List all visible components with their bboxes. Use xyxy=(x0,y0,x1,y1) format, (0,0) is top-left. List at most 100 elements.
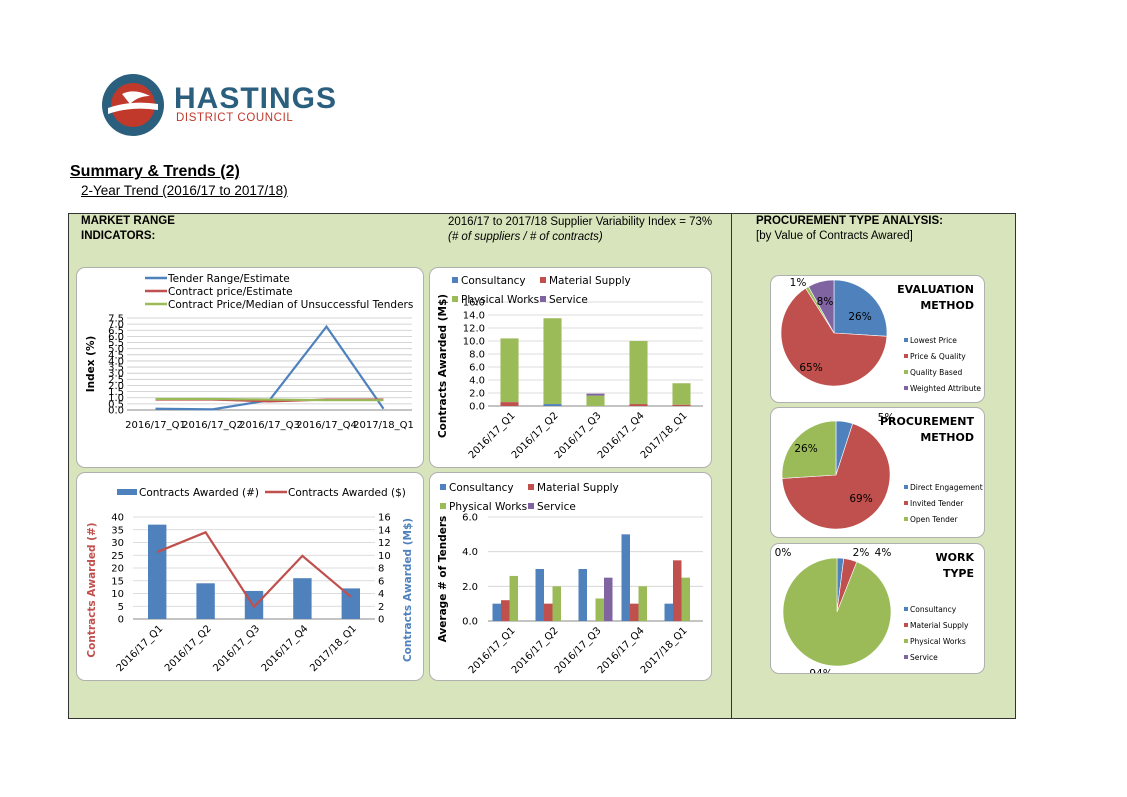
legend-label: Consultancy xyxy=(910,605,957,614)
y-tick-label-right: 8 xyxy=(378,564,384,575)
legend-swatch-material-supply xyxy=(528,484,534,490)
market-range-card: 0.0 0.5 1.0 1.5 2.0 2.5 3.0 3.5 4.0 4.5 5.0 5.5 6.0 6… xyxy=(76,267,424,468)
y-tick-label-right: 12 xyxy=(378,538,391,549)
legend-label: Direct Engagement xyxy=(910,483,983,492)
legend-swatch-consultancy xyxy=(440,484,446,490)
x-tick-label: 2016/17_Q1 xyxy=(115,623,166,674)
procurement-method-card: 5% Direct Engagement 69% Invited Tender 26% O… xyxy=(770,407,985,538)
y-tick-label: 16.0 xyxy=(463,298,485,309)
pie-slice-open-tender xyxy=(781,420,837,479)
bar-consultancy xyxy=(492,603,501,621)
pie-label: 4% xyxy=(875,547,892,559)
y-tick-label: 0.0 xyxy=(108,406,124,417)
y-tick-label: 0.5 xyxy=(108,399,124,410)
y-tick-label: 7.5 xyxy=(108,314,124,325)
legend-label: Consultancy xyxy=(449,482,514,494)
legend-swatch-physical-works xyxy=(452,296,458,302)
pie-label: 1% xyxy=(790,277,807,289)
bar-material-supply xyxy=(629,404,648,406)
legend-swatch-weighted-attribute xyxy=(904,386,908,390)
legend-swatch-service xyxy=(528,503,534,509)
bar-consultancy xyxy=(578,569,587,621)
hastings-logo xyxy=(102,74,164,136)
market-range-header: MARKET RANGE INDICATORS: xyxy=(81,215,175,242)
pie-title: TYPE xyxy=(943,567,974,580)
x-tick-label: 2016/17_Q2 xyxy=(163,623,214,674)
y-tick-label-left: 0 xyxy=(118,615,124,626)
pie-title: WORK xyxy=(936,551,975,564)
bar-consultancy xyxy=(535,569,544,621)
x-tick-label: 2017/18_Q1 xyxy=(639,625,690,676)
y-tick-label-right: 14 xyxy=(378,525,391,536)
y-tick-label: 14.0 xyxy=(463,311,485,322)
legend-label: Quality Based xyxy=(910,368,962,377)
y-tick-label-left: 30 xyxy=(111,538,124,549)
bar-consultancy xyxy=(621,534,630,621)
bar-material-supply xyxy=(501,600,510,621)
legend-label: Service xyxy=(549,294,588,306)
average-tenders-card: 0.0 2.0 4.0 6.0 Average # of Tenders 2016/17_… xyxy=(429,472,712,681)
series-line-contracts-value xyxy=(156,530,352,609)
legend-label: Material Supply xyxy=(549,275,631,287)
pie-label: 94% xyxy=(809,668,832,673)
legend-label: Consultancy xyxy=(461,275,526,287)
bar-contracts-count xyxy=(293,578,312,619)
legend-label: Physical Works xyxy=(461,294,539,306)
evaluation-method-card: 26% Lowest Price 65% Price & Quality 1% Quali… xyxy=(770,275,985,403)
market-range-line2: INDICATORS: xyxy=(81,230,156,242)
y-tick-label-left: 10 xyxy=(111,589,124,600)
bar-material-supply xyxy=(500,402,519,406)
bar-contracts-count xyxy=(148,524,167,619)
bar-physical-works xyxy=(509,575,518,621)
y-tick-label: 4.5 xyxy=(108,350,124,361)
y-tick-label-left: 5 xyxy=(118,602,124,613)
legend-swatch-invited-tender xyxy=(904,501,908,505)
y-tick-label-right: 4 xyxy=(378,589,384,600)
procurement-line2: [by Value of Contracts Awared] xyxy=(756,230,913,242)
variability-line2: (# of suppliers / # of contracts) xyxy=(448,231,603,243)
legend-label: Contracts Awarded (#) xyxy=(139,487,259,499)
bar-physical-works xyxy=(595,598,604,621)
legend-swatch-open-tender xyxy=(904,517,908,521)
legend-swatch-consultancy xyxy=(452,277,458,283)
bar-material-supply xyxy=(672,404,691,406)
legend-label: Service xyxy=(910,653,938,662)
y-axis-label: Average # of Tenders xyxy=(437,516,449,643)
bar-physical-works xyxy=(543,318,562,405)
y-tick-label-right: 10 xyxy=(378,551,391,562)
legend-label: Contract price/Estimate xyxy=(168,286,293,298)
y-tick-label: 1.5 xyxy=(108,387,124,398)
pie-slice-price-quality xyxy=(780,287,888,387)
pie-slice-physical-works xyxy=(782,557,892,667)
y-tick-label: 3.0 xyxy=(108,369,124,380)
evaluation-method-chart: 26% Lowest Price 65% Price & Quality 1% Quali… xyxy=(780,277,981,393)
pie-label: 0% xyxy=(775,547,792,559)
legend-swatch-lowest-price xyxy=(904,338,908,342)
bar-physical-works xyxy=(672,383,691,405)
y-tick-label-left: 20 xyxy=(111,564,124,575)
bar-service xyxy=(586,393,605,396)
x-tick-label: 2016/17_Q4 xyxy=(296,420,357,431)
pie-label: 2% xyxy=(853,547,870,559)
legend-label: Physical Works xyxy=(449,501,527,513)
logo-name: HASTINGS xyxy=(174,82,338,115)
y-tick-label: 0.0 xyxy=(462,617,478,628)
bar-contracts-count xyxy=(341,588,360,619)
bar-physical-works xyxy=(500,338,519,403)
y-tick-label: 4.0 xyxy=(469,376,485,387)
pie-title: PROCUREMENT xyxy=(880,415,975,428)
bar-service xyxy=(604,577,613,621)
series-line-contract-price-median-of-unsuccessful-tenders xyxy=(155,397,384,402)
pie-slice-weighted-attribute xyxy=(808,279,835,334)
y-tick-label: 5.0 xyxy=(108,344,124,355)
y-tick-label-left: 15 xyxy=(111,576,124,587)
series-line-tender-range-estimate xyxy=(155,324,385,411)
legend-label: Physical Works xyxy=(910,637,966,646)
variability-line1: 2016/17 to 2017/18 Supplier Variability … xyxy=(448,216,713,228)
legend-label: Tender Range/Estimate xyxy=(167,273,290,285)
legend-swatch-service xyxy=(904,655,908,659)
y-tick-label: 6.0 xyxy=(108,332,124,343)
legend-swatch-physical-works xyxy=(904,639,908,643)
pie-title: METHOD xyxy=(920,299,974,312)
